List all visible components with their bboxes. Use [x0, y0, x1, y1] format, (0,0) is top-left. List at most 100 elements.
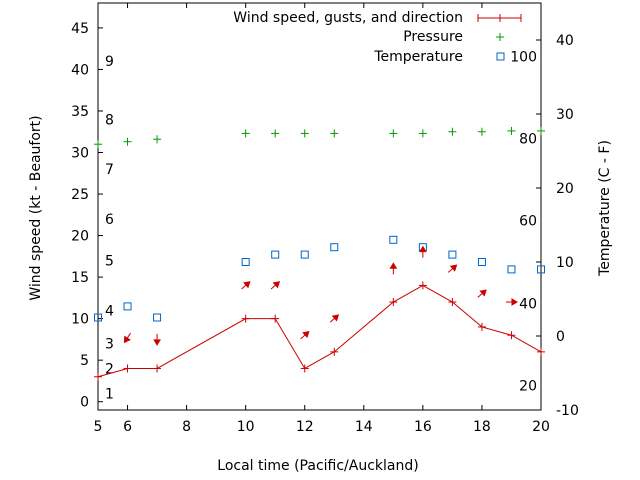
wind-arrow-head: [153, 339, 161, 346]
y2-tick-label: 10: [556, 255, 574, 271]
axes: 6 8 10 12 14 16 18 205051015202530354045-100102…: [71, 2, 579, 435]
y-tick-label: 45: [71, 21, 89, 37]
pressure-point: [330, 129, 339, 138]
wind-speed-point: [448, 298, 457, 307]
wind-speed-point: [418, 281, 427, 290]
x-tick-label: 8: [182, 419, 191, 435]
fahrenheit-label: 80: [519, 131, 537, 147]
x-tick-label: 16: [414, 419, 432, 435]
pressure-point: [123, 137, 132, 146]
beaufort-label: 9: [105, 54, 114, 70]
beaufort-label: 4: [105, 303, 114, 319]
wind-arrow-head: [302, 330, 310, 339]
wind-arrow-head: [418, 245, 427, 253]
temperature-point: [507, 265, 516, 274]
wind-speed-point: [300, 364, 309, 373]
pressure-point: [507, 126, 516, 135]
fahrenheit-label: 60: [519, 214, 537, 230]
temperature-point: [448, 250, 457, 259]
wind-speed-point: [537, 347, 545, 356]
wind-speed-point: [153, 364, 162, 373]
legend-label-wind: Wind speed, gusts, and direction: [233, 10, 463, 26]
wind-arrow-head: [272, 281, 281, 289]
x-tick-label: 18: [473, 419, 491, 435]
pressure-point: [418, 129, 427, 138]
temperature-point: [537, 265, 545, 274]
wind-speed-point: [94, 372, 102, 381]
y-tick-label: 20: [71, 229, 89, 245]
x-tick-label: 20: [532, 419, 550, 435]
wind-arrow-head: [243, 281, 251, 289]
wind-direction-arrow: [270, 281, 281, 290]
x-tick-label: 10: [237, 419, 255, 435]
wind-speed-point: [389, 298, 398, 307]
x-axis-label: Local time (Pacific/Auckland): [217, 458, 418, 474]
fahrenheit-label: 20: [519, 379, 537, 395]
y-tick-label: 35: [71, 104, 89, 120]
beaufort-label: 3: [105, 337, 114, 353]
wind-speed-point: [507, 331, 516, 340]
y-tick-label: 0: [80, 395, 89, 411]
pressure-point: [448, 127, 457, 136]
wind-arrow-head: [389, 262, 398, 269]
beaufort-label: 2: [105, 361, 114, 377]
wind-speed-point: [271, 314, 280, 323]
wind-direction-arrow: [329, 314, 340, 323]
wind-arrow-head: [331, 314, 340, 322]
wind-speed-point: [330, 347, 339, 356]
wind-direction-arrow: [123, 332, 131, 344]
wind-direction-arrow: [300, 330, 310, 340]
legend-label-temperature: Temperature: [373, 49, 463, 65]
pressure-point: [94, 140, 102, 149]
pressure-point: [477, 127, 486, 136]
beaufort-label: 8: [105, 112, 114, 128]
y2-axis-label: Temperature (C - F): [597, 140, 613, 277]
fahrenheit-label: 100: [510, 49, 537, 65]
x-tick-label: 12: [296, 419, 314, 435]
wind-direction-arrow: [153, 333, 161, 346]
wind-direction-arrow: [447, 264, 458, 273]
data-marks: [94, 126, 545, 381]
beaufort-label: 1: [105, 386, 114, 402]
temperature-point: [94, 313, 102, 322]
x-tick-label: 5: [94, 419, 103, 435]
beaufort-label: 5: [105, 253, 114, 269]
y-axis-label: Wind speed (kt - Beaufort): [28, 115, 44, 300]
beaufort-label: 7: [105, 162, 114, 178]
wind-direction-arrow: [241, 281, 251, 290]
wind-speed-point: [241, 314, 250, 323]
wind-speed-point: [123, 364, 132, 373]
y-tick-label: 30: [71, 146, 89, 162]
wind-arrow-head: [449, 264, 458, 272]
y2-tick-label: 20: [556, 181, 574, 197]
temperature-point: [300, 250, 309, 259]
wind-arrow-head: [123, 335, 131, 344]
pressure-point: [271, 129, 280, 138]
y2-tick-label: 40: [556, 33, 574, 49]
wind-direction-arrow: [477, 289, 487, 298]
y-tick-label: 25: [71, 187, 89, 203]
temperature-point: [271, 250, 280, 259]
fahrenheit-label: 40: [519, 296, 537, 312]
plot-frame: [97, 2, 542, 411]
temperature-point: [241, 258, 250, 266]
temperature-point: [389, 235, 398, 244]
temperature-point: [123, 302, 132, 311]
wind-direction-arrow: [505, 298, 518, 306]
wind-speed-point: [477, 322, 486, 331]
wind-arrow-head: [511, 298, 518, 306]
legend-square-temperature: [496, 52, 505, 61]
wind-direction-arrow: [389, 262, 398, 275]
y-tick-label: 10: [71, 312, 89, 328]
y-tick-label: 40: [71, 62, 89, 78]
beaufort-label: 6: [105, 212, 114, 228]
x-tick-label: 6: [123, 419, 132, 435]
temperature-point: [477, 258, 486, 266]
y2-tick-label: 0: [556, 329, 565, 345]
y2-tick-label: 30: [556, 107, 574, 123]
pressure-point: [153, 135, 162, 144]
legend-label-pressure: Pressure: [403, 29, 463, 45]
legend: Wind speed, gusts, and direction Pressur…: [233, 10, 522, 65]
y-tick-label: 5: [80, 353, 89, 369]
wind-speed-line: [97, 284, 542, 378]
